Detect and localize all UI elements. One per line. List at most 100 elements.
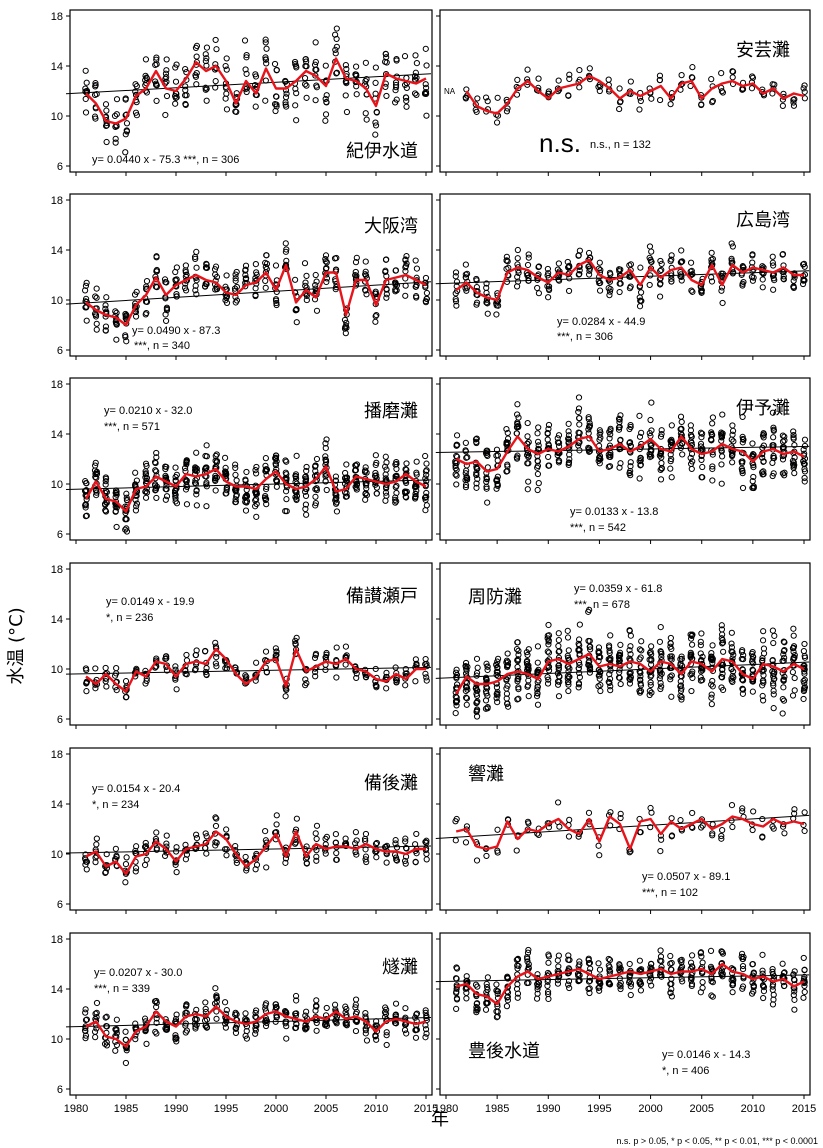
data-point — [453, 681, 461, 688]
data-point — [555, 77, 562, 84]
data-point — [212, 286, 219, 293]
panel-title: 大阪湾 — [364, 216, 418, 237]
data-point — [412, 52, 419, 59]
data-point — [636, 106, 643, 113]
data-point — [423, 489, 430, 497]
data-point — [413, 458, 420, 465]
data-point — [222, 464, 229, 471]
data-point — [123, 528, 131, 535]
data-point — [728, 255, 735, 262]
data-point — [729, 823, 736, 831]
panel-1: 6 10 14 18 紀伊水道 y= 0.0440 x - 75.3 ***, n = 3… — [51, 9, 433, 176]
data-point — [292, 641, 299, 648]
data-point — [759, 454, 766, 461]
data-point — [606, 647, 613, 654]
data-point — [133, 500, 141, 507]
data-point — [801, 468, 809, 475]
data-point — [332, 46, 339, 53]
data-point — [616, 655, 623, 662]
data-point — [800, 458, 807, 465]
data-point — [231, 285, 239, 292]
data-point — [263, 669, 270, 676]
data-point — [182, 101, 189, 109]
data-point — [473, 672, 480, 679]
annual-mean-line — [455, 815, 805, 851]
data-point — [413, 74, 420, 81]
data-point — [606, 675, 614, 682]
data-point — [162, 279, 169, 286]
data-point — [113, 1027, 120, 1034]
data-point — [332, 31, 339, 38]
data-point — [203, 833, 210, 840]
data-point — [353, 461, 361, 468]
data-point — [272, 93, 280, 100]
data-point — [791, 96, 798, 103]
data-point — [637, 457, 644, 464]
panel-frame — [69, 377, 433, 541]
data-point — [252, 73, 260, 80]
data-point — [183, 501, 191, 508]
data-point — [313, 822, 321, 829]
data-point — [596, 852, 603, 859]
data-point — [739, 439, 746, 446]
data-point — [223, 485, 230, 492]
y-axis-label: 水温 (°C) — [6, 607, 27, 684]
data-point — [173, 686, 180, 693]
data-point — [585, 415, 592, 423]
data-point — [503, 468, 510, 475]
data-point — [729, 68, 737, 75]
annual-mean-line — [84, 465, 427, 513]
data-point — [282, 240, 289, 247]
panel-frame — [439, 747, 811, 911]
data-point — [770, 452, 777, 460]
data-point — [647, 442, 654, 449]
data-point — [193, 264, 200, 271]
data-point — [575, 252, 582, 259]
data-point — [283, 246, 290, 253]
data-point — [667, 101, 674, 108]
data-point — [648, 689, 655, 696]
data-point — [252, 261, 259, 268]
data-point — [760, 431, 768, 438]
data-point — [473, 706, 481, 713]
data-point — [233, 859, 240, 867]
data-point — [770, 680, 777, 687]
data-point — [362, 287, 369, 294]
data-point — [760, 442, 767, 449]
data-point — [312, 652, 319, 659]
data-point — [172, 100, 179, 107]
data-point — [565, 428, 572, 435]
data-point — [242, 494, 249, 501]
data-point — [312, 673, 319, 680]
data-point — [647, 804, 654, 812]
data-point — [718, 88, 726, 95]
data-point — [473, 669, 481, 677]
data-point — [92, 854, 99, 861]
data-point — [203, 62, 210, 69]
data-point — [273, 101, 280, 108]
data-point — [403, 94, 410, 101]
data-point — [123, 1047, 130, 1054]
data-point — [262, 36, 269, 43]
data-point — [533, 87, 541, 94]
data-point — [403, 845, 410, 852]
data-point — [423, 493, 430, 500]
data-point — [769, 259, 776, 266]
data-point — [708, 249, 715, 256]
data-point — [253, 470, 260, 477]
data-point — [283, 496, 290, 503]
data-point — [658, 260, 665, 267]
data-point — [708, 262, 716, 269]
data-point — [172, 93, 179, 100]
data-point — [163, 655, 170, 662]
data-point — [102, 474, 109, 481]
data-point — [323, 98, 330, 106]
data-point — [383, 466, 390, 473]
data-point — [383, 481, 390, 489]
data-point — [282, 101, 289, 108]
data-point — [313, 455, 321, 463]
data-point — [545, 649, 553, 656]
data-point — [303, 463, 310, 471]
data-point — [192, 44, 200, 51]
data-point — [555, 799, 562, 806]
